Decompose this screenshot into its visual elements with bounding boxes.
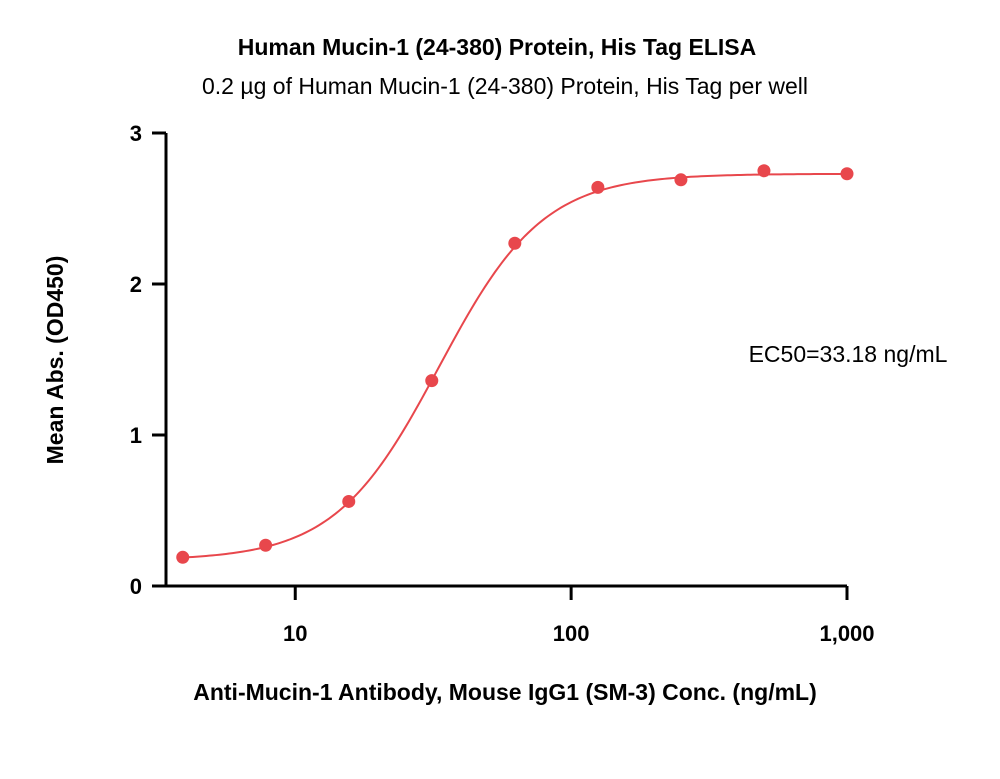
data-point bbox=[425, 374, 439, 388]
y-tick-label: 2 bbox=[130, 272, 142, 297]
y-axis-ticks: 0 1 2 3 bbox=[130, 121, 166, 599]
data-point bbox=[508, 236, 522, 250]
data-point bbox=[591, 180, 605, 194]
y-axis-label: Mean Abs. (OD450) bbox=[42, 256, 68, 465]
chart-title: Human Mucin-1 (24-380) Protein, His Tag … bbox=[238, 34, 756, 60]
data-point bbox=[342, 494, 356, 508]
data-point bbox=[674, 173, 688, 187]
data-points bbox=[176, 164, 854, 564]
x-tick-label: 10 bbox=[283, 621, 307, 646]
fit-curve bbox=[182, 172, 848, 559]
y-tick-label: 0 bbox=[130, 574, 142, 599]
data-point bbox=[176, 550, 190, 564]
x-axis-label: Anti-Mucin-1 Antibody, Mouse IgG1 (SM-3)… bbox=[193, 679, 817, 705]
data-point bbox=[840, 167, 854, 181]
data-point bbox=[757, 164, 771, 178]
chart-subtitle: 0.2 µg of Human Mucin-1 (24-380) Protein… bbox=[202, 73, 808, 99]
ec50-annotation: EC50=33.18 ng/mL bbox=[749, 341, 948, 367]
x-tick-label: 100 bbox=[553, 621, 590, 646]
data-point bbox=[259, 538, 273, 552]
x-axis-ticks: 10 100 1,000 bbox=[283, 586, 875, 646]
y-tick-label: 3 bbox=[130, 121, 142, 146]
x-tick-label: 1,000 bbox=[819, 621, 874, 646]
y-tick-label: 1 bbox=[130, 423, 142, 448]
